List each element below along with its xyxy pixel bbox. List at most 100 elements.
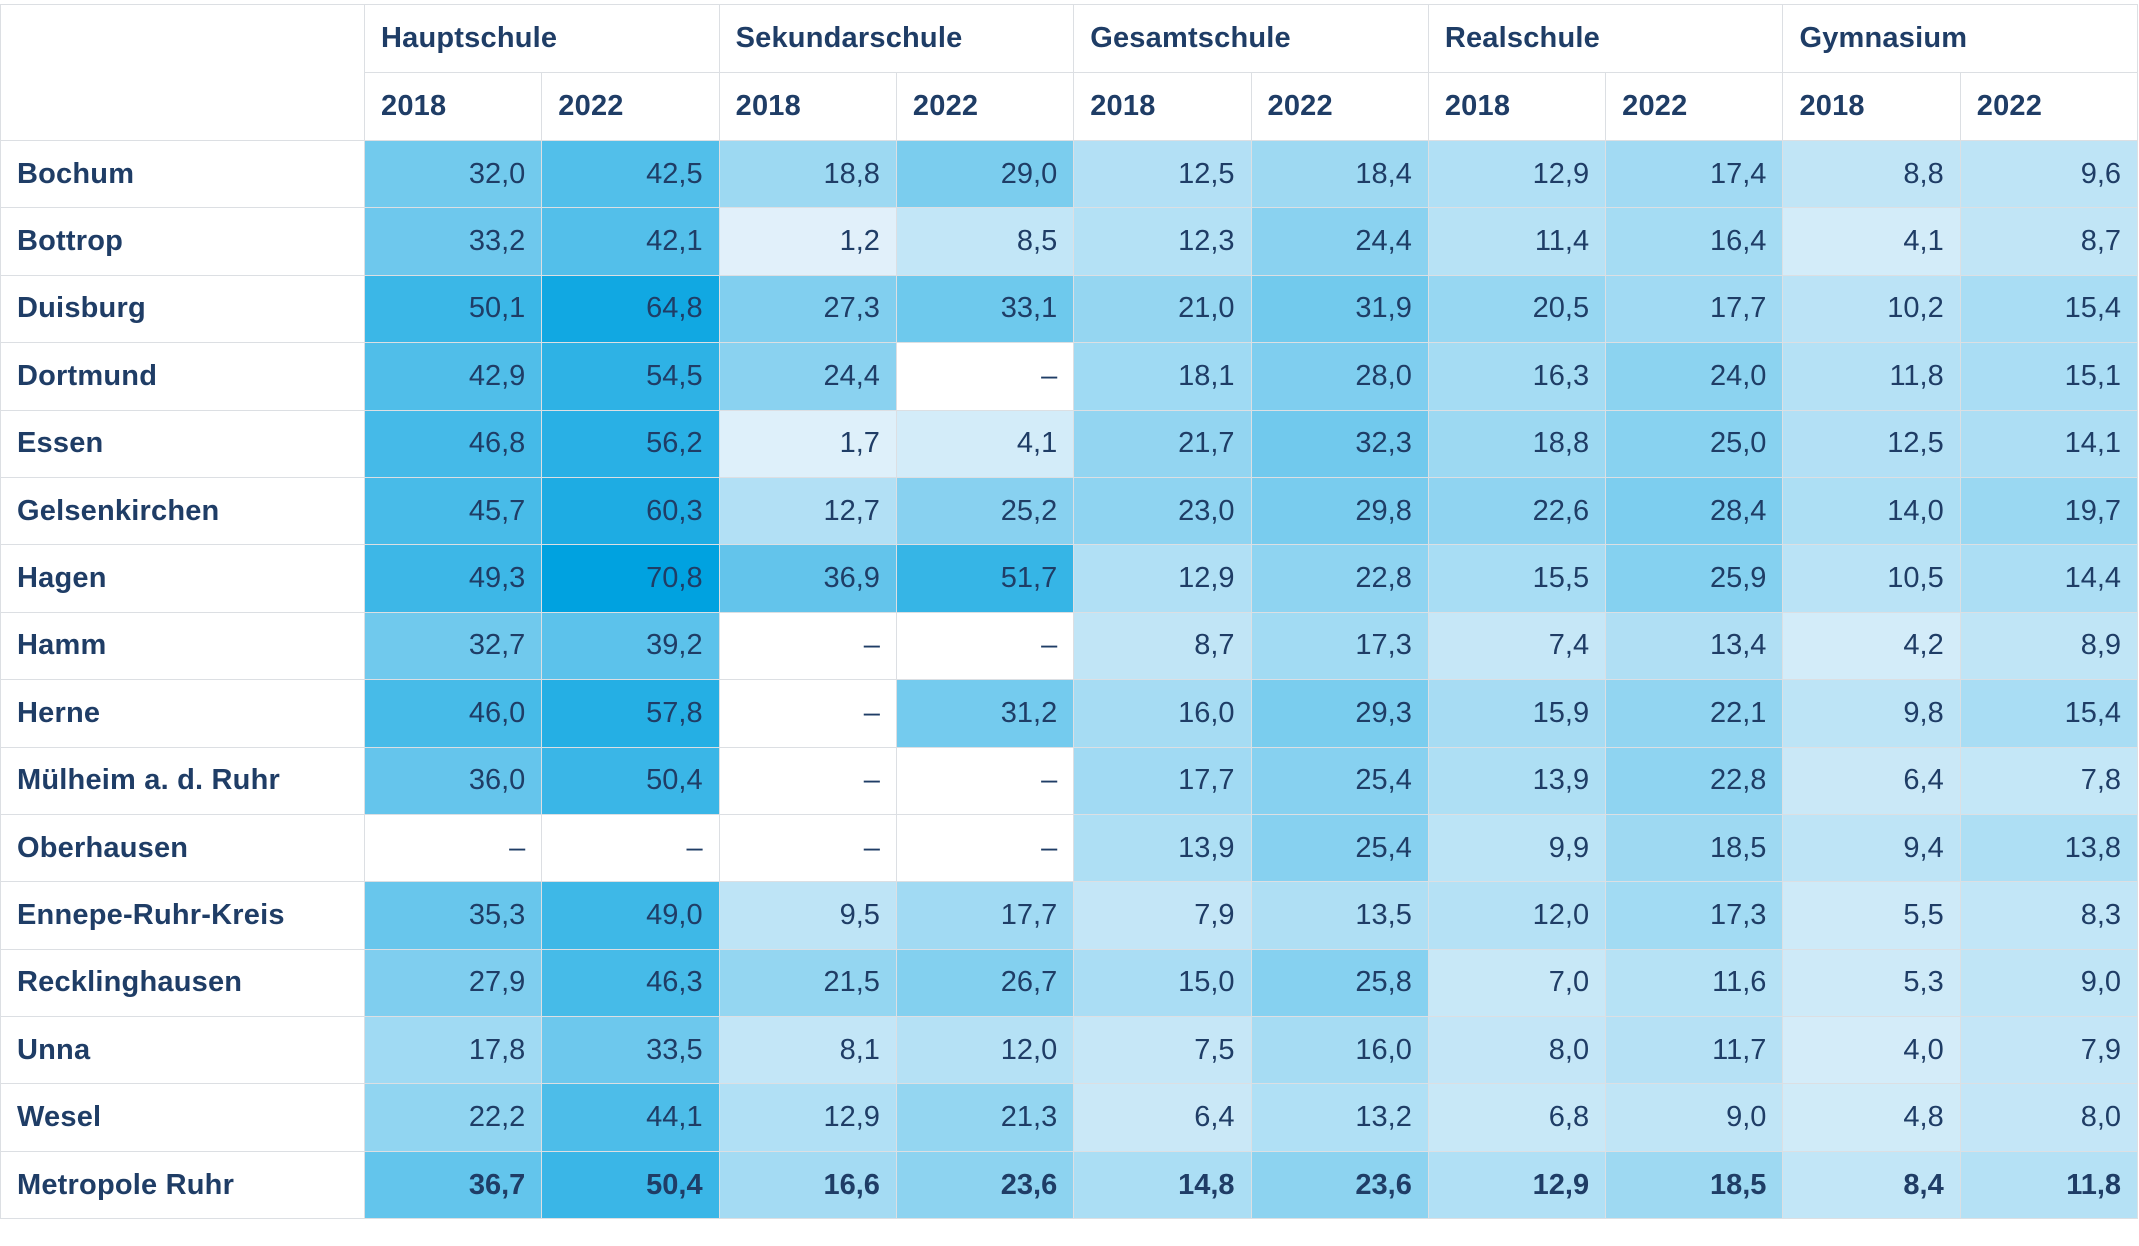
heatmap-cell: 11,8: [1782, 342, 1961, 411]
heatmap-cell: 9,9: [1427, 813, 1607, 883]
heatmap-cell: 4,1: [1782, 207, 1961, 276]
heatmap-cell: 6,4: [1782, 746, 1961, 815]
region-label: Dortmund: [0, 342, 365, 411]
table-row: Unna 17,8 33,5 8,1 12,0 7,5 16,0 8,0 11,7 4,0 7,9: [0, 1016, 2139, 1085]
heatmap-cell: 17,4: [1605, 139, 1784, 209]
year-header-row: 2018 2022 2018 2022 2018 2022 2018 2022 …: [1, 72, 2139, 141]
heatmap-cell: 6,4: [1073, 1083, 1252, 1152]
region-label: Hamm: [0, 611, 365, 681]
heatmap-cell: 4,8: [1782, 1083, 1961, 1152]
table-row: Duisburg 50,1 64,8 27,3 33,1 21,0 31,9 20,5 17,7…: [0, 274, 2139, 344]
heatmap-cell: 4,2: [1782, 611, 1961, 681]
heatmap-cell: 36,7: [363, 1150, 543, 1220]
heatmap-cell: 4,1: [895, 409, 1075, 478]
heatmap-cell: 1,7: [718, 409, 897, 478]
heatmap-cell: 54,5: [541, 342, 720, 411]
region-label: Duisburg: [0, 274, 365, 344]
heatmap-cell: –: [363, 813, 543, 883]
heatmap-cell: 16,0: [1073, 679, 1252, 748]
heatmap-cell: 21,5: [718, 948, 897, 1018]
heatmap-cell: 9,8: [1782, 679, 1961, 748]
heatmap-cell: 33,5: [541, 1016, 720, 1085]
heatmap-cell: 7,9: [1959, 1016, 2139, 1085]
heatmap-cell: 42,5: [541, 139, 720, 209]
heatmap-cell: 42,9: [363, 342, 543, 411]
table-row: Gelsenkirchen 45,7 60,3 12,7 25,2 23,0 29,8 22,…: [0, 476, 2139, 546]
heatmap-cell: 22,2: [363, 1083, 543, 1152]
heatmap-cell: 7,0: [1427, 948, 1607, 1018]
year-header: 2018: [1427, 72, 1607, 141]
heatmap-cell: 50,4: [541, 1150, 720, 1220]
heatmap-cell: 8,4: [1782, 1150, 1961, 1220]
heatmap-cell: 31,9: [1250, 274, 1429, 344]
heatmap-cell: 8,9: [1959, 611, 2139, 681]
heatmap-cell: 23,6: [1250, 1150, 1429, 1220]
heatmap-cell: –: [718, 746, 897, 815]
heatmap-cell: 8,3: [1959, 881, 2139, 950]
total-row: Metropole Ruhr 36,7 50,4 16,6 23,6 14,8 23,6 12…: [0, 1150, 2139, 1220]
heatmap-cell: 18,5: [1605, 813, 1784, 883]
group-header: Gymnasium: [1782, 4, 2139, 73]
heatmap-cell: 16,0: [1250, 1016, 1429, 1085]
heatmap-cell: 17,3: [1250, 611, 1429, 681]
table-row: Wesel 22,2 44,1 12,9 21,3 6,4 13,2 6,8 9,0 4,8 8,0: [0, 1083, 2139, 1152]
region-label: Recklinghausen: [0, 948, 365, 1018]
heatmap-cell: 11,8: [1959, 1150, 2139, 1220]
heatmap-cell: –: [718, 679, 897, 748]
heatmap-cell: 22,1: [1605, 679, 1784, 748]
heatmap-cell: 20,5: [1427, 274, 1607, 344]
heatmap-cell: 27,3: [718, 274, 897, 344]
heatmap-cell: 49,3: [363, 544, 543, 613]
year-header: 2018: [718, 72, 897, 141]
heatmap-cell: 18,8: [718, 139, 897, 209]
heatmap-cell: 8,1: [718, 1016, 897, 1085]
heatmap-cell: 14,8: [1073, 1150, 1252, 1220]
heatmap-cell: 29,8: [1250, 476, 1429, 546]
year-header: 2018: [1073, 72, 1252, 141]
region-label: Oberhausen: [0, 813, 365, 883]
heatmap-cell: 49,0: [541, 881, 720, 950]
heatmap-cell: 64,8: [541, 274, 720, 344]
heatmap-cell: 24,0: [1605, 342, 1784, 411]
heatmap-cell: 12,5: [1782, 409, 1961, 478]
heatmap-cell: 50,4: [541, 746, 720, 815]
heatmap-cell: 18,5: [1605, 1150, 1784, 1220]
heatmap-cell: 15,0: [1073, 948, 1252, 1018]
heatmap-cell: 22,6: [1427, 476, 1607, 546]
heatmap-cell: 70,8: [541, 544, 720, 613]
heatmap-cell: –: [718, 611, 897, 681]
region-label: Unna: [0, 1016, 365, 1085]
table-row: Essen 46,8 56,2 1,7 4,1 21,7 32,3 18,8 25,0 12,5 1…: [0, 409, 2139, 478]
heatmap-cell: 21,0: [1073, 274, 1252, 344]
heatmap-cell: 17,7: [895, 881, 1075, 950]
heatmap-cell: 7,4: [1427, 611, 1607, 681]
heatmap-cell: 17,8: [363, 1016, 543, 1085]
heatmap-cell: 15,4: [1959, 274, 2139, 344]
heatmap-cell: 21,3: [895, 1083, 1075, 1152]
heatmap-cell: 9,6: [1959, 139, 2139, 209]
heatmap-cell: 9,5: [718, 881, 897, 950]
table-row: Mülheim a. d. Ruhr 36,0 50,4– –17,7 25,4 13,9…: [0, 746, 2139, 815]
heatmap-cell: 28,0: [1250, 342, 1429, 411]
table-row: Recklinghausen 27,9 46,3 21,5 26,7 15,0 25,8 7,…: [0, 948, 2139, 1018]
heatmap-cell: –: [895, 746, 1075, 815]
group-header: Hauptschule: [364, 4, 720, 73]
heatmap-cell: 24,4: [718, 342, 897, 411]
heatmap-cell: 18,4: [1250, 139, 1429, 209]
heatmap-cell: 46,0: [363, 679, 543, 748]
heatmap-cell: 14,4: [1959, 544, 2139, 613]
table-row: Bottrop 33,2 42,1 1,2 8,5 12,3 24,4 11,4 16,4 4,1…: [0, 207, 2139, 276]
heatmap-cell: 36,9: [718, 544, 897, 613]
table-row: Bochum 32,0 42,5 18,8 29,0 12,5 18,4 12,9 17,4 8,…: [0, 139, 2139, 209]
heatmap-cell: 29,0: [895, 139, 1075, 209]
heatmap-cell: 17,7: [1605, 274, 1784, 344]
heatmap-cell: 32,0: [363, 139, 543, 209]
heatmap-cell: 12,7: [718, 476, 897, 546]
heatmap-cell: 13,5: [1250, 881, 1429, 950]
table-body: Bochum 32,0 42,5 18,8 29,0 12,5 18,4 12,9 17,4 8,…: [0, 139, 2139, 1220]
heatmap-cell: –: [718, 813, 897, 883]
heatmap-cell: 22,8: [1605, 746, 1784, 815]
group-header: Gesamtschule: [1073, 4, 1429, 73]
total-label: Metropole Ruhr: [0, 1150, 365, 1220]
heatmap-cell: 28,4: [1605, 476, 1784, 546]
